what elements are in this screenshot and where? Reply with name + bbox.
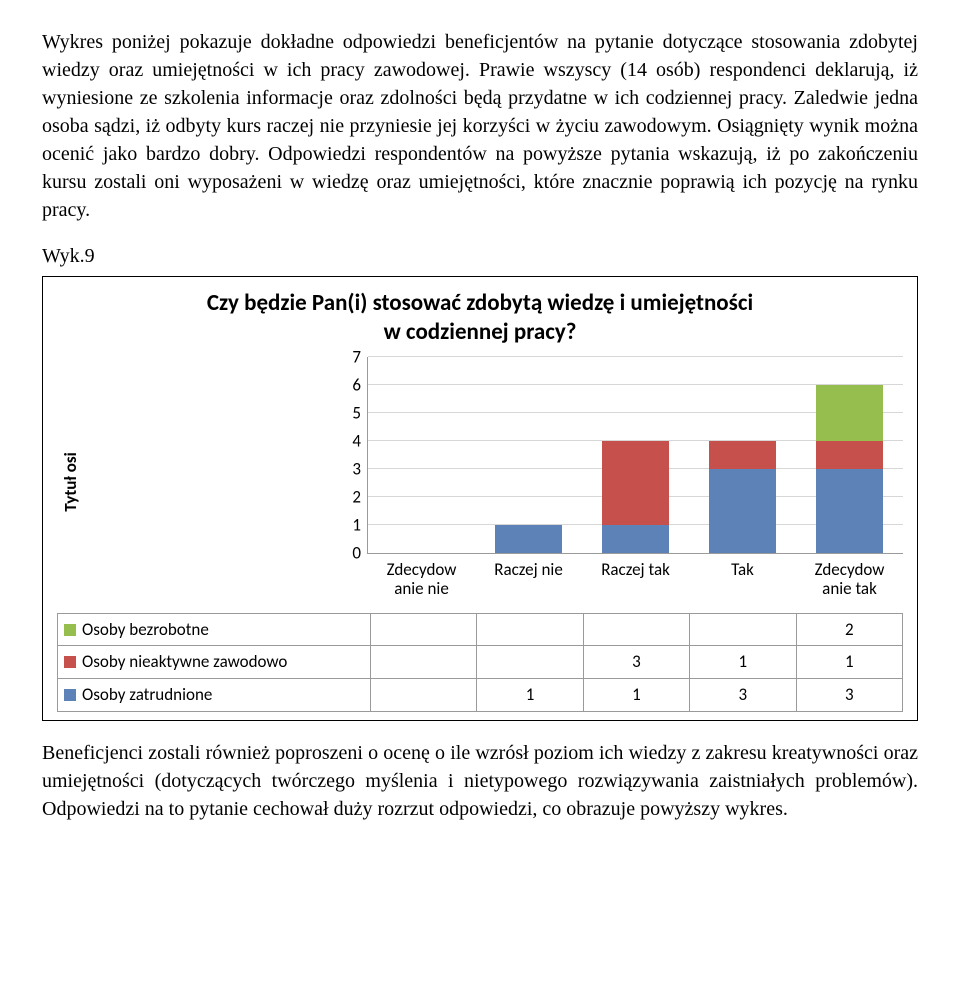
y-tick: 7 <box>85 348 361 365</box>
y-tick: 3 <box>85 460 361 477</box>
legend-marker <box>64 624 76 636</box>
data-cell: 3 <box>583 646 689 679</box>
y-tick: 2 <box>85 488 361 505</box>
bar-stack <box>602 441 668 553</box>
x-tick: Raczej tak <box>582 554 689 607</box>
bar-slot <box>582 357 689 553</box>
plot-grid <box>367 357 903 554</box>
x-tick: Raczej nie <box>475 554 582 607</box>
chart-title: Czy będzie Pan(i) stosować zdobytą wiedz… <box>57 289 903 347</box>
bar-segment <box>602 525 668 553</box>
y-tick: 1 <box>85 516 361 533</box>
legend-label-cell: Osoby zatrudnione <box>58 679 371 712</box>
data-cell <box>690 613 796 646</box>
legend-marker <box>64 689 76 701</box>
legend-label-cell: Osoby nieaktywne zawodowo <box>58 646 371 679</box>
data-cell: 1 <box>583 679 689 712</box>
y-tick-col: 76543210 <box>85 357 367 553</box>
y-tick: 0 <box>85 544 361 561</box>
bar-slot <box>796 357 903 553</box>
bars-row <box>368 357 903 553</box>
data-cell <box>477 613 583 646</box>
chart-container: Czy będzie Pan(i) stosować zdobytą wiedz… <box>42 276 918 721</box>
bar-stack <box>495 525 561 553</box>
intro-paragraph: Wykres poniżej pokazuje dokładne odpowie… <box>42 28 918 224</box>
bar-segment <box>709 441 775 469</box>
data-cell <box>583 613 689 646</box>
chart-title-line2: w codziennej pracy? <box>384 318 577 346</box>
bar-segment <box>495 525 561 553</box>
bar-segment <box>816 469 882 553</box>
chart-title-line1: Czy będzie Pan(i) stosować zdobytą wiedz… <box>207 289 753 317</box>
y-axis-label: Tytuł osi <box>59 452 83 511</box>
bar-stack <box>709 441 775 553</box>
y-tick: 6 <box>85 376 361 393</box>
y-axis-label-col: Tytuł osi <box>57 357 85 607</box>
x-tick-row: Zdecydowanie nieRaczej nieRaczej takTakZ… <box>367 554 903 607</box>
chart-data-table: Osoby bezrobotne 2 Osoby nieaktywne zawodo… <box>57 613 903 712</box>
bar-segment <box>816 441 882 469</box>
y-tick: 5 <box>85 404 361 421</box>
data-cell: 3 <box>796 679 902 712</box>
table-row: Osoby bezrobotne 2 <box>58 613 903 646</box>
table-row: Osoby zatrudnione1133 <box>58 679 903 712</box>
data-cell <box>371 613 477 646</box>
bar-slot <box>368 357 475 553</box>
data-cell: 2 <box>796 613 902 646</box>
figure-label: Wyk.9 <box>42 242 918 270</box>
bar-stack <box>816 385 882 553</box>
data-cell: 1 <box>690 646 796 679</box>
legend-marker <box>64 656 76 668</box>
x-tick: Tak <box>689 554 796 607</box>
bar-slot <box>475 357 582 553</box>
y-tick: 4 <box>85 432 361 449</box>
bar-slot <box>689 357 796 553</box>
chart-area: Tytuł osi 76543210 Zdecydowanie nieRacze… <box>57 357 903 607</box>
data-cell <box>371 646 477 679</box>
data-cell <box>477 646 583 679</box>
data-cell: 1 <box>477 679 583 712</box>
outro-paragraph: Beneficjenci zostali również poproszeni … <box>42 739 918 823</box>
bar-segment <box>709 469 775 553</box>
data-cell: 3 <box>690 679 796 712</box>
bar-segment <box>816 385 882 441</box>
x-tick: Zdecydowanie nie <box>368 554 475 607</box>
x-tick: Zdecydowanie tak <box>796 554 903 607</box>
bar-segment <box>602 441 668 525</box>
data-cell <box>371 679 477 712</box>
data-cell: 1 <box>796 646 902 679</box>
plot-col: Zdecydowanie nieRaczej nieRaczej takTakZ… <box>367 357 903 607</box>
table-row: Osoby nieaktywne zawodowo311 <box>58 646 903 679</box>
legend-label-cell: Osoby bezrobotne <box>58 613 371 646</box>
